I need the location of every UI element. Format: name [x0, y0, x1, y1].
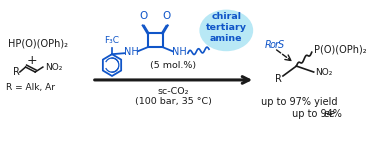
Text: sc-CO₂: sc-CO₂ — [158, 87, 189, 96]
Text: chiral
tertiary
amine: chiral tertiary amine — [206, 12, 247, 43]
Text: ee: ee — [323, 109, 335, 119]
Text: NH: NH — [172, 47, 187, 57]
Text: S: S — [278, 40, 284, 50]
Text: NH: NH — [124, 47, 139, 57]
Text: F₃C: F₃C — [104, 36, 120, 45]
Text: or: or — [269, 40, 279, 50]
Text: (5 mol.%): (5 mol.%) — [150, 61, 196, 70]
Text: NO₂: NO₂ — [45, 63, 62, 72]
Text: R: R — [265, 40, 272, 50]
Text: R: R — [275, 74, 282, 84]
Text: R: R — [12, 67, 20, 77]
Ellipse shape — [199, 10, 253, 51]
Text: NO₂: NO₂ — [316, 67, 333, 77]
Text: up to 94%: up to 94% — [291, 109, 345, 119]
Text: R = Alk, Ar: R = Alk, Ar — [6, 83, 55, 92]
Text: +: + — [27, 54, 38, 67]
Text: (100 bar, 35 °C): (100 bar, 35 °C) — [135, 97, 212, 106]
Text: HP(O)(OPh)₂: HP(O)(OPh)₂ — [8, 38, 68, 48]
Text: O: O — [139, 11, 148, 21]
Text: O: O — [162, 11, 171, 21]
Text: P(O)(OPh)₂: P(O)(OPh)₂ — [314, 44, 366, 54]
Text: up to 97% yield: up to 97% yield — [261, 97, 337, 107]
